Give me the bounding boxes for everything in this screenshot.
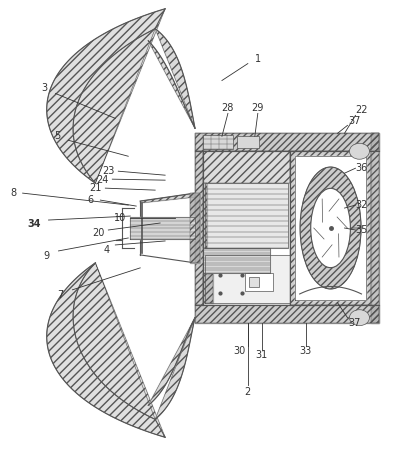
Polygon shape <box>371 133 378 323</box>
Bar <box>248 277 258 287</box>
Polygon shape <box>130 217 194 239</box>
Polygon shape <box>205 183 287 248</box>
Ellipse shape <box>349 310 369 326</box>
Text: 28: 28 <box>221 104 234 114</box>
Text: 33: 33 <box>299 346 311 355</box>
Text: 36: 36 <box>354 163 367 173</box>
Text: 1: 1 <box>254 54 260 64</box>
Polygon shape <box>289 151 371 305</box>
Polygon shape <box>47 9 165 183</box>
Text: 21: 21 <box>89 183 101 193</box>
Polygon shape <box>190 193 200 263</box>
Text: 7: 7 <box>57 290 64 300</box>
Polygon shape <box>194 305 378 323</box>
Ellipse shape <box>310 188 350 267</box>
Polygon shape <box>194 151 202 305</box>
Bar <box>194 133 378 323</box>
Text: 2: 2 <box>244 387 250 398</box>
Bar <box>244 273 272 291</box>
Text: 34: 34 <box>28 219 41 229</box>
Text: 9: 9 <box>43 251 49 261</box>
Text: 37: 37 <box>347 116 360 126</box>
Text: 30: 30 <box>233 346 245 355</box>
Text: 32: 32 <box>354 200 367 210</box>
Text: 22: 22 <box>354 105 367 115</box>
Text: 37: 37 <box>347 318 360 327</box>
Polygon shape <box>47 263 165 437</box>
Ellipse shape <box>299 167 360 289</box>
Polygon shape <box>202 274 213 303</box>
Text: 35: 35 <box>354 225 367 235</box>
Polygon shape <box>194 133 378 151</box>
Text: 8: 8 <box>11 188 17 198</box>
Text: 5: 5 <box>54 131 60 142</box>
Bar <box>236 136 258 148</box>
Polygon shape <box>202 248 269 273</box>
Text: 4: 4 <box>103 245 109 255</box>
Ellipse shape <box>349 143 369 159</box>
Text: 29: 29 <box>251 104 263 114</box>
Text: 23: 23 <box>102 166 114 176</box>
Polygon shape <box>202 183 207 248</box>
Polygon shape <box>148 29 194 128</box>
Text: 24: 24 <box>96 175 108 185</box>
Text: 20: 20 <box>92 228 104 238</box>
Polygon shape <box>148 318 194 420</box>
Polygon shape <box>205 255 289 303</box>
Polygon shape <box>294 156 366 300</box>
Polygon shape <box>202 151 289 183</box>
Text: 6: 6 <box>87 195 93 205</box>
Text: 10: 10 <box>114 213 126 223</box>
Bar <box>202 135 232 149</box>
Text: 31: 31 <box>255 349 267 360</box>
Text: 3: 3 <box>41 83 47 93</box>
Polygon shape <box>140 193 194 203</box>
